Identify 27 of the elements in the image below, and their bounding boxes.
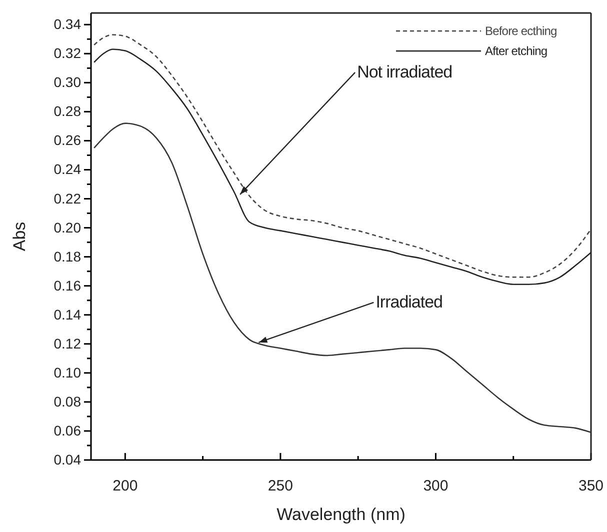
- y-tick-label: 0.12: [54, 335, 82, 352]
- x-tick-label: 350: [578, 478, 604, 495]
- x-tick-label: 250: [268, 478, 293, 495]
- x-axis-title: Wavelength (nm): [276, 505, 406, 524]
- text: Before ecthing: [485, 24, 557, 38]
- y-axis-title: Abs: [10, 222, 29, 252]
- annotation: Irradiated: [376, 292, 443, 312]
- y-tick-label: 0.26: [54, 132, 82, 148]
- y-tick-label: 0.10: [54, 364, 82, 380]
- y-tick-label: 0.32: [54, 45, 82, 62]
- y-tick-label: 0.06: [54, 422, 82, 438]
- x-tick-label: 200: [112, 478, 138, 495]
- annotation: Not irradiated: [357, 62, 452, 82]
- y-tick-label: 0.22: [54, 190, 82, 206]
- y-tick-label: 0.16: [54, 277, 82, 294]
- y-tick-label: 0.34: [54, 16, 82, 32]
- y-tick-label: 0.30: [54, 74, 82, 90]
- y-tick-label: 0.04: [54, 451, 82, 468]
- y-tick-label: 0.18: [54, 248, 82, 264]
- y-tick-label: 0.14: [54, 306, 82, 322]
- y-tick-label: 0.20: [54, 219, 82, 236]
- x-tick-label: 300: [423, 478, 448, 495]
- y-tick-label: 0.08: [54, 393, 82, 410]
- text: After etching: [485, 44, 548, 58]
- line-series: [93, 122, 592, 434]
- y-tick-label: 0.24: [54, 161, 82, 178]
- y-tick-label: 0.28: [54, 103, 82, 120]
